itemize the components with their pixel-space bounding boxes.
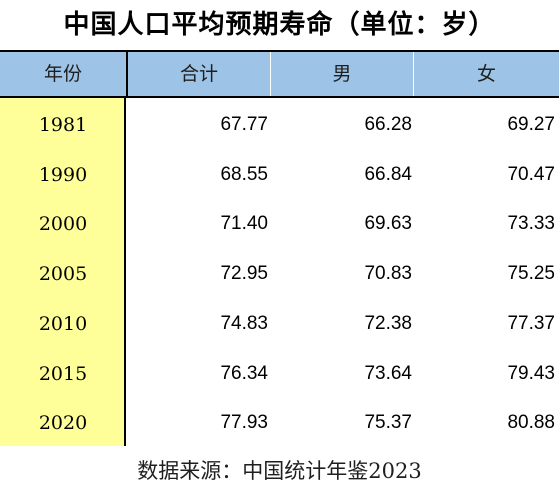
table-row: 2005 72.95 70.83 75.25 <box>0 249 559 299</box>
total-cell: 71.40 <box>220 213 268 235</box>
female-cell: 69.27 <box>507 114 555 135</box>
male-cell: 73.64 <box>364 362 412 384</box>
year-cell: 1990 <box>38 163 88 186</box>
total-cell: 77.93 <box>220 412 268 434</box>
female-cell: 70.47 <box>507 163 555 185</box>
year-cell: 2015 <box>38 362 88 385</box>
header-female: 女 <box>476 63 496 85</box>
header-total: 合计 <box>179 63 218 85</box>
header-male: 男 <box>332 63 352 85</box>
year-cell: 2000 <box>38 213 88 236</box>
total-cell: 76.34 <box>220 362 268 384</box>
total-cell: 72.95 <box>220 263 268 285</box>
female-cell: 77.37 <box>507 312 555 334</box>
year-cell: 2010 <box>38 312 88 335</box>
male-cell: 70.83 <box>364 263 412 285</box>
male-cell: 72.38 <box>364 312 412 334</box>
total-cell: 68.55 <box>220 163 268 185</box>
table-header: 年份 合计 男 女 <box>0 50 559 98</box>
male-cell: 75.37 <box>364 412 412 434</box>
male-cell: 66.28 <box>364 114 412 135</box>
female-cell: 79.43 <box>507 362 555 384</box>
year-column-highlight <box>0 98 126 446</box>
table-row: 2010 74.83 72.38 77.37 <box>0 299 559 349</box>
data-source-note: 数据来源：中国统计年鉴2023 <box>137 459 422 483</box>
female-cell: 80.88 <box>507 412 555 434</box>
table-title: 中国人口平均预期寿命（单位：岁） <box>63 10 496 40</box>
male-cell: 66.84 <box>364 163 412 185</box>
year-cell: 2020 <box>38 412 88 435</box>
total-cell: 67.77 <box>220 114 268 135</box>
year-cell: 1981 <box>38 114 88 136</box>
table-row: 2020 77.93 75.37 80.88 <box>0 398 559 448</box>
header-year: 年份 <box>43 63 82 85</box>
male-cell: 69.63 <box>364 213 412 235</box>
female-cell: 75.25 <box>507 263 555 285</box>
table-row: 2000 71.40 69.63 73.33 <box>0 199 559 249</box>
table-row: 1990 68.55 66.84 70.47 <box>0 150 559 200</box>
table-row: 1981 67.77 66.28 69.27 <box>0 100 559 150</box>
year-cell: 2005 <box>38 263 88 286</box>
total-cell: 74.83 <box>220 312 268 334</box>
female-cell: 73.33 <box>507 213 555 235</box>
table-row: 2015 76.34 73.64 79.43 <box>0 349 559 399</box>
